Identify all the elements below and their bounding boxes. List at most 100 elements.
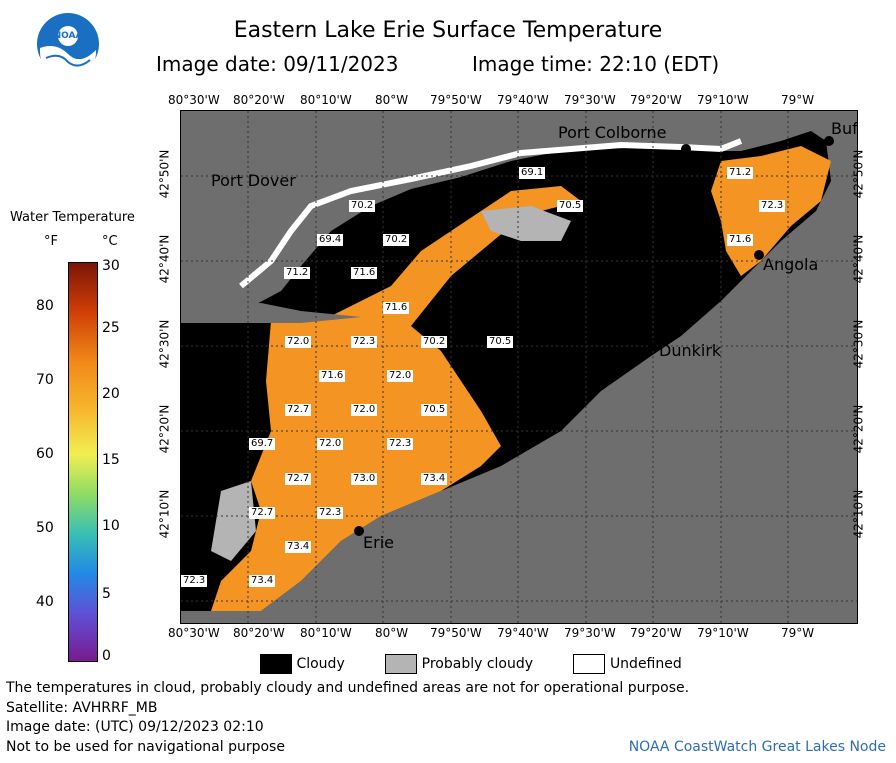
lon-label-top: 80°20'W <box>233 93 285 107</box>
lon-label-bottom: 80°W <box>375 626 409 640</box>
colorbar-title: Water Temperature <box>10 210 135 225</box>
legend: Cloudy Probably cloudy Undefined <box>260 654 682 674</box>
lon-label-top: 80°10'W <box>300 93 352 107</box>
temp-label: 73.4 <box>249 575 276 587</box>
lon-label-bottom: 79°W <box>781 626 815 640</box>
colorbar-c-tick: 10 <box>102 518 120 534</box>
lat-label-left: 42°30'N <box>157 319 172 369</box>
lat-label-right: 42°20'N <box>851 404 866 454</box>
place-port-dover: Port Dover <box>211 171 296 190</box>
logo-text: NOAA <box>53 31 83 41</box>
colorbar-f-tick: 50 <box>36 520 54 536</box>
lon-label-top: 79°40'W <box>497 93 549 107</box>
lat-label-left: 42°20'N <box>157 404 172 454</box>
temp-label: 73.4 <box>421 473 448 485</box>
legend-undefined-label: Undefined <box>609 656 682 672</box>
temp-label: 72.0 <box>351 404 378 416</box>
temp-label: 72.3 <box>181 575 208 587</box>
lon-label-top: 79°50'W <box>430 93 482 107</box>
colorbar-f-tick: 80 <box>36 298 54 314</box>
temp-label: 70.2 <box>421 336 448 348</box>
temp-label: 71.6 <box>383 302 410 314</box>
colorbar-f-unit: °F <box>44 234 58 249</box>
footer-disclaimer: The temperatures in cloud, probably clou… <box>6 680 690 696</box>
temp-label: 73.4 <box>285 541 312 553</box>
legend-probably-cloudy-swatch <box>385 654 418 674</box>
temp-label: 70.5 <box>421 404 448 416</box>
temp-label: 71.6 <box>727 234 754 246</box>
temp-label: 70.5 <box>557 200 584 212</box>
city-marker-angola <box>754 250 764 260</box>
lon-label-bottom: 79°50'W <box>430 626 482 640</box>
temp-label: 72.3 <box>759 200 786 212</box>
temp-label: 70.2 <box>383 234 410 246</box>
temp-label: 70.5 <box>487 336 514 348</box>
temp-label: 73.0 <box>351 473 378 485</box>
city-marker-erie <box>354 526 364 536</box>
temp-label: 69.1 <box>519 167 546 179</box>
temp-label: 72.7 <box>249 507 276 519</box>
temp-label: 71.6 <box>351 267 378 279</box>
temp-label: 72.0 <box>285 336 312 348</box>
city-marker-dunkirk <box>649 342 657 350</box>
place-angola: Angola <box>763 255 819 274</box>
legend-probably-cloudy-label: Probably cloudy <box>421 656 534 672</box>
lat-label-left: 42°40'N <box>157 234 172 284</box>
lon-label-bottom: 80°30'W <box>168 626 220 640</box>
colorbar-c-tick: 5 <box>102 586 111 602</box>
place-port-colborne: Port Colborne <box>558 123 667 142</box>
lat-label-right: 42°50'N <box>851 149 866 199</box>
footer-utc-date: Image date: (UTC) 09/12/2023 02:10 <box>6 719 264 735</box>
lon-label-top: 79°30'W <box>564 93 616 107</box>
colorbar-f-tick: 60 <box>36 446 54 462</box>
colorbar-c-tick: 25 <box>102 320 120 336</box>
temp-label: 71.2 <box>284 267 311 279</box>
footer-satellite: Satellite: AVHRRF_MB <box>6 700 158 716</box>
temp-label: 69.4 <box>317 234 344 246</box>
colorbar-c-tick: 20 <box>102 386 120 402</box>
legend-cloudy-swatch <box>260 654 292 674</box>
lon-label-bottom: 80°10'W <box>300 626 352 640</box>
lon-label-bottom: 79°10'W <box>697 626 749 640</box>
map-frame: Port Colborne Port Dover Angola Dunkirk … <box>180 110 858 624</box>
colorbar <box>68 262 98 662</box>
map-title: Eastern Lake Erie Surface Temperature <box>233 18 663 43</box>
temp-label: 72.3 <box>387 438 414 450</box>
lat-label-left: 42°50'N <box>157 149 172 199</box>
temp-label: 72.0 <box>317 438 344 450</box>
temp-label: 72.7 <box>285 404 312 416</box>
lon-label-bottom: 79°20'W <box>630 626 682 640</box>
lon-label-top: 80°W <box>375 93 409 107</box>
probably-cloudy-patch <box>211 481 256 561</box>
temp-label: 72.3 <box>317 507 344 519</box>
temp-label: 72.0 <box>387 370 414 382</box>
city-marker-buffalo <box>824 136 834 146</box>
place-buffalo: Buf <box>831 119 858 138</box>
colorbar-f-tick: 70 <box>36 372 54 388</box>
image-time: Image time: 22:10 (EDT) <box>472 52 720 76</box>
place-erie: Erie <box>363 533 394 552</box>
place-dunkirk: Dunkirk <box>659 341 722 360</box>
lon-label-bottom: 80°20'W <box>233 626 285 640</box>
lat-label-left: 42°10'N <box>157 489 172 539</box>
colorbar-f-tick: 40 <box>36 594 54 610</box>
legend-undefined-swatch <box>573 654 606 674</box>
footer-nav: Not to be used for navigational purpose <box>6 739 285 755</box>
colorbar-c-tick: 30 <box>102 258 120 274</box>
colorbar-c-tick: 0 <box>102 648 111 664</box>
city-marker-port-colborne <box>681 144 691 154</box>
lon-label-bottom: 79°30'W <box>564 626 616 640</box>
temp-label: 70.2 <box>349 200 376 212</box>
temp-label: 71.6 <box>319 370 346 382</box>
probably-cloudy-patch <box>481 206 571 241</box>
lat-label-right: 42°30'N <box>851 319 866 369</box>
lon-label-top: 79°W <box>781 93 815 107</box>
lon-label-top: 80°30'W <box>168 93 220 107</box>
temp-label: 72.7 <box>285 473 312 485</box>
colorbar-c-unit: °C <box>102 234 118 249</box>
colorbar-c-tick: 15 <box>102 452 120 468</box>
lon-label-bottom: 79°40'W <box>497 626 549 640</box>
undefined-shore <box>239 138 743 289</box>
lon-label-top: 79°10'W <box>697 93 749 107</box>
lat-label-right: 42°10'N <box>851 489 866 539</box>
